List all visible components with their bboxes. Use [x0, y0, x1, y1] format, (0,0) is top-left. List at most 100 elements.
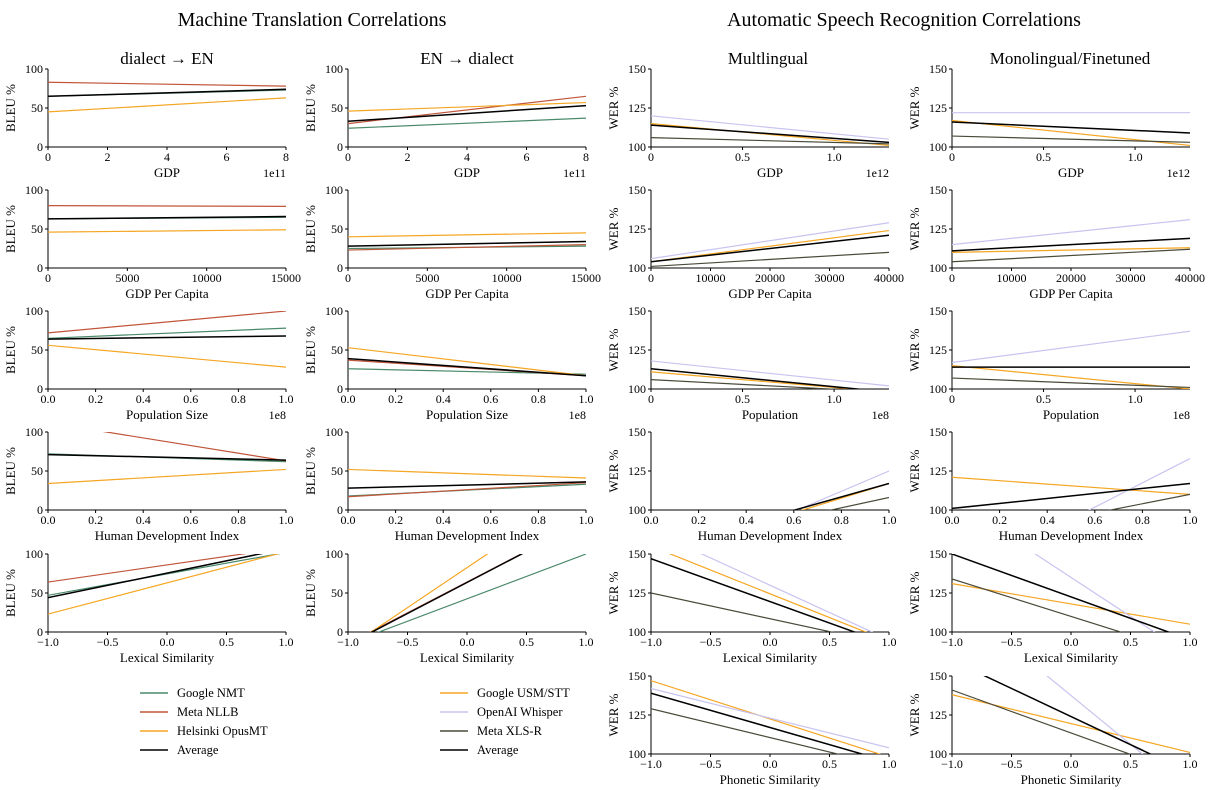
- x-tick-label: 0.5: [1036, 150, 1051, 164]
- x-tick-label: 0: [345, 150, 351, 164]
- x-tick-label: 1.0: [882, 757, 897, 771]
- x-tick-label: 0.2: [388, 513, 403, 527]
- x-tick-label: −0.5: [700, 757, 722, 771]
- x-tick-label: −0.5: [700, 635, 722, 649]
- y-tick-label: 0: [337, 625, 343, 639]
- regression-lines: [369, 554, 586, 632]
- regression-line-helsinki: [370, 554, 489, 632]
- panel-2-4: −1.0 −0.5 0.0 0.5 1.0 100 125 150 Lexical Simila…: [606, 547, 897, 665]
- y-tick-label: 150: [628, 669, 646, 683]
- x-axis-label: Population: [1043, 407, 1100, 422]
- y-tick-label: 0: [37, 140, 43, 154]
- x-tick-label: 0: [949, 392, 955, 406]
- regression-line-xlsr: [651, 708, 841, 754]
- legend-label-google-usm: Google USM/STT: [477, 686, 570, 700]
- y-tick-label: 100: [628, 382, 646, 396]
- regression-line-average: [348, 481, 586, 489]
- regression-line-xlsr: [651, 592, 835, 632]
- regression-line-whisper: [1034, 554, 1156, 632]
- x-tick-label: 10000: [492, 271, 522, 285]
- panel-3-1: 0 10000 20000 30000 40000 100 125 150 GDP Per Ca…: [907, 183, 1205, 301]
- regression-lines: [651, 222, 889, 268]
- y-tick-label: 125: [628, 586, 646, 600]
- regression-line-xlsr: [952, 689, 1132, 754]
- y-tick-label: 50: [331, 222, 343, 236]
- mt-title: Machine Translation Correlations: [178, 9, 447, 31]
- regression-lines: [651, 554, 874, 632]
- panel-0-2: 0.0 0.2 0.4 0.6 0.8 1.0 0 50 100 Population Size B…: [3, 304, 294, 422]
- x-tick-label: −0.5: [97, 635, 119, 649]
- y-axis-label: BLEU %: [303, 326, 318, 374]
- y-tick-label: 0: [37, 625, 43, 639]
- x-tick-label: −0.5: [1001, 757, 1023, 771]
- x-tick-label: 0: [949, 150, 955, 164]
- x-tick-label: 10000: [696, 271, 726, 285]
- y-tick-label: 125: [628, 222, 646, 236]
- panel-2-3: 0.0 0.2 0.4 0.6 0.8 1.0 100 125 150 Human Develop…: [606, 425, 897, 543]
- regression-line-average: [952, 482, 1190, 510]
- regression-line-helsinki: [48, 344, 286, 368]
- x-tick-label: 1.0: [827, 392, 842, 406]
- x-tick-label: 1.0: [279, 513, 294, 527]
- x-tick-label: 4: [464, 150, 470, 164]
- regression-line-xlsr: [952, 248, 1190, 263]
- regression-line-meta_nllb: [48, 311, 286, 334]
- y-tick-label: 0: [37, 503, 43, 517]
- y-axis-label: WER %: [606, 86, 621, 129]
- y-axis-label: WER %: [907, 693, 922, 736]
- x-tick-label: 0.8: [834, 513, 849, 527]
- column-title-multilingual: Multlingual: [728, 49, 809, 68]
- y-axis-label: WER %: [907, 86, 922, 129]
- x-tick-label: 0.8: [231, 513, 246, 527]
- y-tick-label: 150: [628, 547, 646, 561]
- panel-3-2: 0 0.5 1.0 100 125 150 Population WER % 1e8: [907, 304, 1190, 422]
- y-tick-label: 0: [337, 261, 343, 275]
- x-tick-label: 0: [45, 150, 51, 164]
- y-tick-label: 125: [929, 101, 947, 115]
- regression-line-helsinki: [48, 97, 286, 113]
- x-tick-label: 0: [648, 271, 654, 285]
- y-tick-label: 150: [929, 183, 947, 197]
- regression-lines: [952, 112, 1190, 147]
- y-tick-label: 100: [929, 261, 947, 275]
- y-tick-label: 125: [929, 343, 947, 357]
- y-axis-label: WER %: [907, 328, 922, 371]
- y-axis-label: BLEU %: [3, 447, 18, 495]
- x-axis-label: Lexical Similarity: [1024, 650, 1119, 665]
- y-axis-label: WER %: [907, 571, 922, 614]
- regression-line-average: [651, 234, 889, 263]
- y-axis-label: BLEU %: [303, 84, 318, 132]
- regression-lines: [952, 554, 1190, 632]
- x-tick-label: 0.6: [183, 392, 198, 406]
- x-tick-label: 20000: [1056, 271, 1086, 285]
- x-tick-label: 15000: [571, 271, 601, 285]
- y-tick-label: 100: [628, 261, 646, 275]
- y-axis-label: WER %: [907, 449, 922, 492]
- regression-line-helsinki: [348, 468, 586, 479]
- y-tick-label: 125: [929, 464, 947, 478]
- x-tick-label: 30000: [815, 271, 845, 285]
- x-tick-label: 0.6: [786, 513, 801, 527]
- regression-line-average: [348, 104, 586, 123]
- panel-1-0: 0 2 4 6 8 0 50 100 GDP BLEU % 1e11: [303, 62, 589, 180]
- y-tick-label: 150: [628, 62, 646, 76]
- x-tick-label: 0: [345, 271, 351, 285]
- y-tick-label: 100: [628, 747, 646, 761]
- y-tick-label: 50: [31, 101, 43, 115]
- y-axis-label: WER %: [606, 328, 621, 371]
- x-tick-label: −0.5: [1001, 635, 1023, 649]
- y-tick-label: 100: [25, 425, 43, 439]
- y-tick-label: 125: [628, 343, 646, 357]
- y-tick-label: 150: [628, 425, 646, 439]
- x-tick-label: 0.0: [763, 635, 778, 649]
- regression-line-average: [983, 676, 1153, 754]
- y-tick-label: 125: [628, 464, 646, 478]
- regression-line-google_usm: [800, 482, 889, 510]
- x-tick-label: 4: [164, 150, 170, 164]
- regression-lines: [651, 680, 889, 754]
- x-tick-label: 1.0: [279, 635, 294, 649]
- regression-line-average: [370, 554, 524, 632]
- x-axis-label: GDP: [1058, 165, 1084, 180]
- x-tick-label: 0.0: [41, 513, 56, 527]
